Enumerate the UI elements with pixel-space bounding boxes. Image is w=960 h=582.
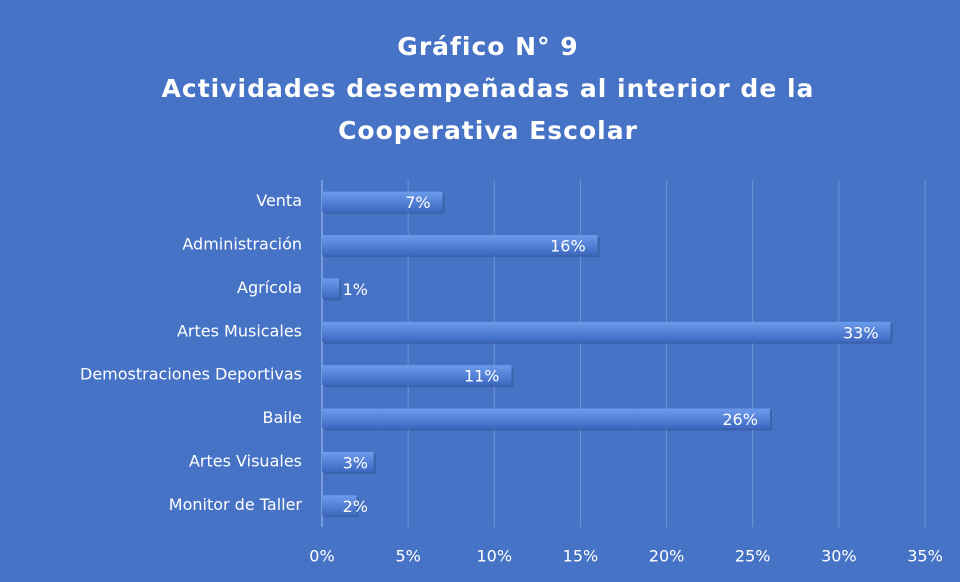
x-tick-label: 5% [395,547,420,566]
y-tick-label: Agrícola [237,278,302,297]
y-tick-label: Artes Visuales [189,451,302,470]
data-label: 3% [343,453,368,472]
y-tick-label: Artes Musicales [177,321,302,340]
x-tick-label: 15% [563,547,599,566]
x-tick-label: 30% [821,547,857,566]
bar [322,451,374,472]
x-tick-label: 25% [735,547,771,566]
chart-title: Cooperativa Escolar [338,116,638,145]
bar [322,408,770,429]
y-tick-label: Monitor de Taller [169,495,303,514]
bar [322,235,598,256]
data-label: 2% [343,497,368,516]
y-tick-label: Administración [182,235,302,254]
data-label: 11% [464,367,500,386]
data-label: 1% [343,280,368,299]
y-tick-label: Demostraciones Deportivas [80,365,302,384]
bar [322,365,512,386]
chart-title: Actividades desempeñadas al interior de … [162,74,815,103]
y-tick-label: Baile [262,408,302,427]
x-tick-label: 0% [309,547,334,566]
x-tick-label: 35% [907,547,943,566]
x-tick-label: 10% [477,547,513,566]
data-label: 33% [843,323,879,342]
bar [322,278,340,299]
data-label: 7% [405,193,430,212]
bar [322,495,357,516]
data-label: 26% [722,410,758,429]
x-tick-label: 20% [649,547,685,566]
bar [322,191,443,212]
data-label: 16% [550,237,586,256]
y-tick-label: Venta [256,191,302,210]
chart-title: Gráfico N° 9 [397,32,578,61]
bar [322,321,891,342]
